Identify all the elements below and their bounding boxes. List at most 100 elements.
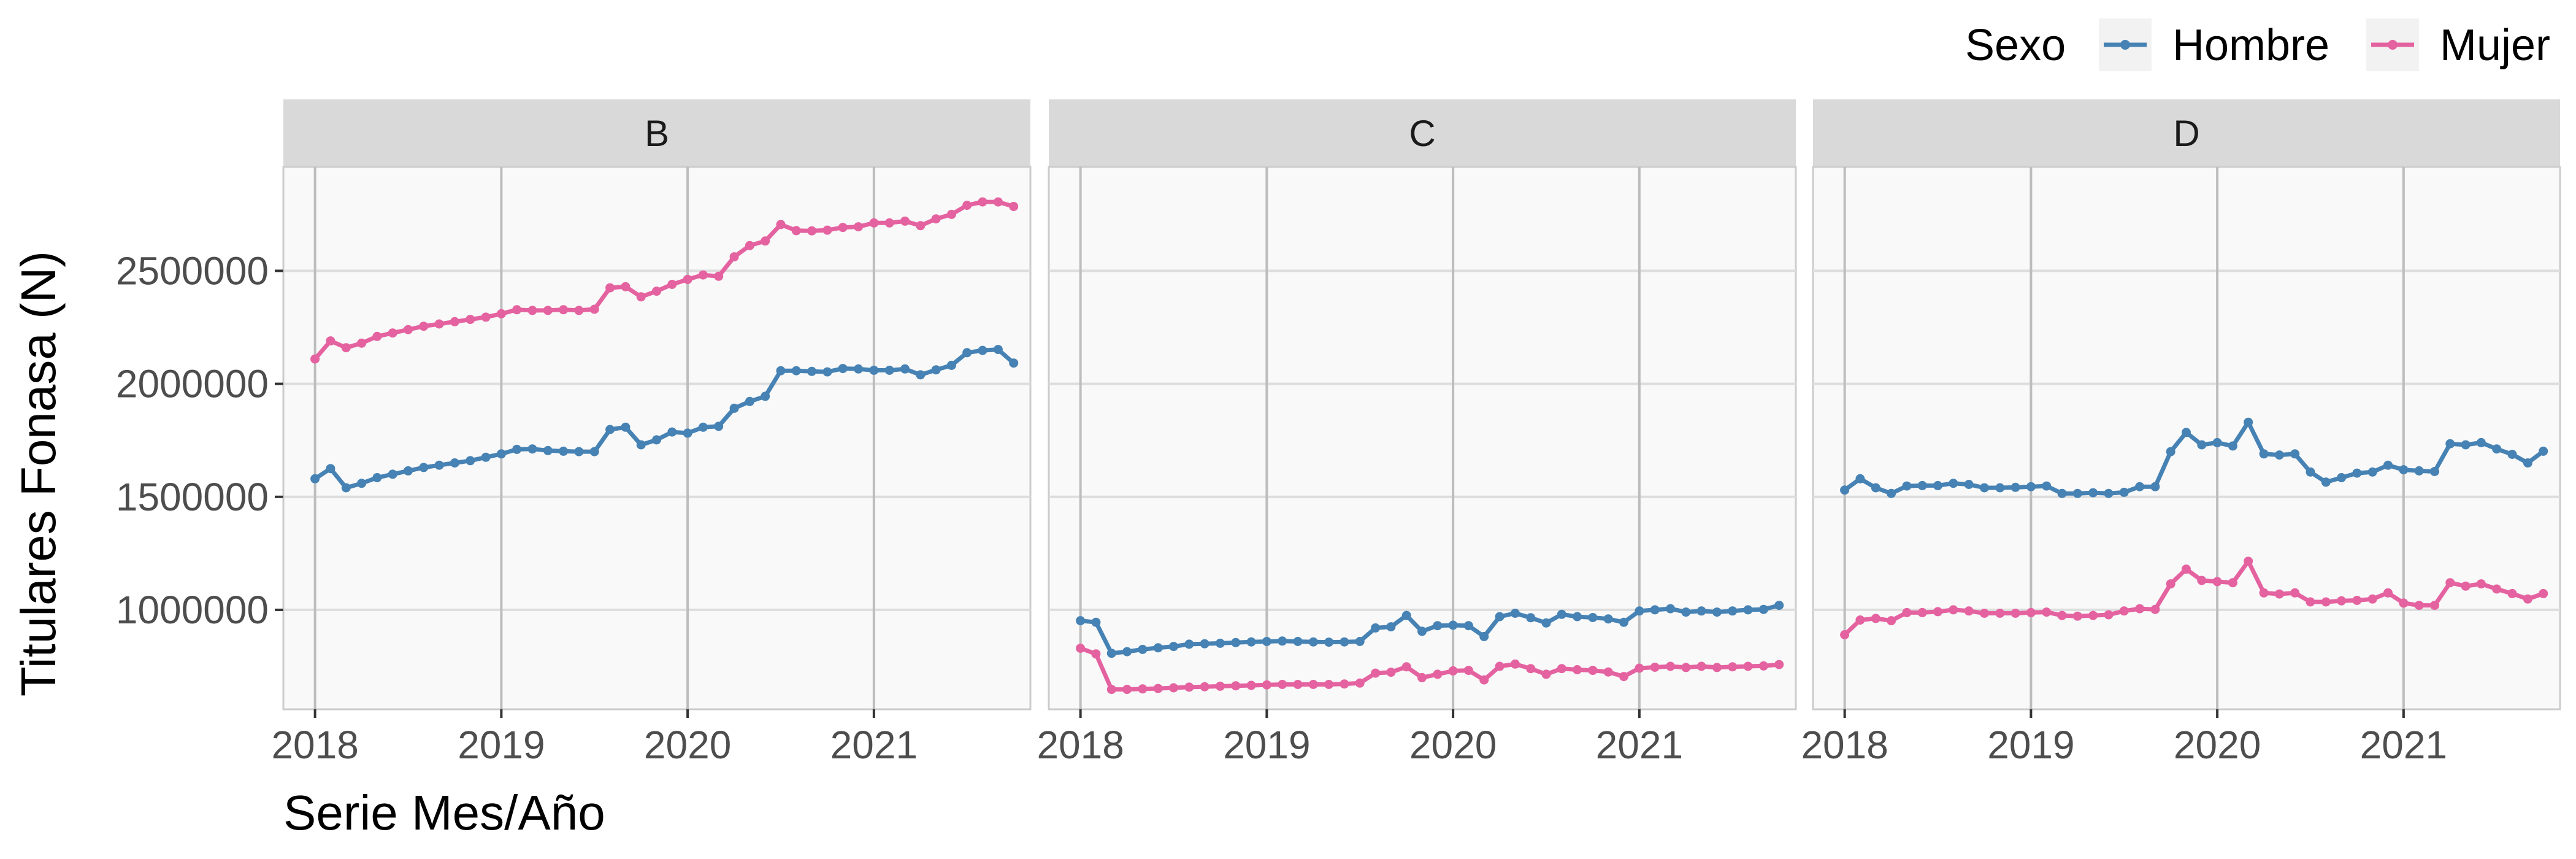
panel-b-xtick-label-3: 2021 [830, 723, 918, 767]
panel-d-series-hombre-point-20 [2150, 482, 2160, 491]
panel-d-series-mujer-point-39 [2445, 578, 2455, 588]
panel-b-series-hombre-point-11 [481, 452, 491, 462]
x-axis-title: Serie Mes/Año [283, 785, 605, 840]
panel-c-series-mujer-point-26 [1479, 675, 1489, 685]
legend-entry-mujer: Mujer [2440, 21, 2550, 70]
panel-d-series-mujer-point-18 [2119, 606, 2129, 616]
panel-b-series-mujer-point-20 [621, 282, 631, 291]
ytick-label-1: 1500000 [116, 475, 269, 519]
panel-d-series-mujer-point-36 [2399, 598, 2409, 608]
panel-d-series-mujer-point-2 [1871, 614, 1880, 623]
panel-c-series-mujer-point-40 [1696, 661, 1706, 671]
legend-key-mujer [2366, 18, 2419, 71]
panel-b-series-mujer-point-5 [388, 328, 397, 338]
panel-b-series-hombre-points [310, 345, 1019, 493]
panel-d-series-mujer-point-27 [2259, 588, 2269, 598]
panel-c-series-mujer-point-22 [1417, 672, 1427, 682]
panel-d-series-mujer-point-15 [2072, 611, 2082, 621]
panel-c-series-hombre-point-6 [1169, 642, 1178, 652]
legend-title: Sexo [1965, 21, 2066, 70]
panel-d-series-mujer-point-26 [2244, 557, 2253, 566]
panel-d-series-hombre-point-21 [2166, 447, 2175, 456]
panel-b-series-hombre-point-37 [884, 366, 894, 375]
panel-d-xtick-label-0: 2018 [1801, 723, 1888, 767]
panel-d-series-hombre-point-27 [2259, 449, 2269, 459]
panel-c-strip [1049, 99, 1796, 167]
panel-d-series-mujer-point-9 [1979, 609, 1989, 618]
panel-b-series-mujer-point-14 [527, 306, 537, 315]
panel-b-series-mujer-point-42 [962, 201, 972, 210]
panel-b-series-hombre-point-29 [761, 391, 770, 401]
panel-b-series-mujer-point-11 [481, 312, 491, 322]
panel-d-series-hombre-point-16 [2088, 488, 2098, 498]
panel-c-series-mujer-point-14 [1293, 680, 1303, 689]
panel-c-series-hombre-point-27 [1495, 612, 1505, 622]
panel-c-series-hombre-point-37 [1650, 605, 1660, 615]
panel-d-series-mujer-point-12 [2026, 607, 2036, 617]
panel-b-series-hombre-point-23 [667, 427, 677, 437]
panel-b-series-mujer-point-8 [434, 319, 444, 329]
panel-c-background [1048, 166, 1797, 711]
panel-c-series-mujer-line [1079, 646, 1780, 692]
panel-d-series-mujer-point-30 [2306, 597, 2315, 607]
panel-d-series-mujer-point-44 [2523, 594, 2532, 604]
panel-b-series-hombre-point-19 [605, 425, 615, 434]
panel-d-series-mujer-line [1843, 559, 2544, 637]
panel-b-series-mujer-point-29 [761, 236, 770, 246]
panel-b-series-mujer-point-41 [946, 209, 956, 219]
panel-c-series-mujer-point-9 [1215, 681, 1225, 691]
panel-d-series-mujer-point-11 [2011, 609, 2020, 618]
panel-c-series-hombre-point-38 [1666, 604, 1675, 614]
panel-b-xtick-label-1: 2019 [458, 723, 545, 767]
panel-c-series-mujer-point-41 [1712, 663, 1722, 672]
panel-c-series-mujer-point-45 [1774, 660, 1784, 669]
panel-c-series-hombre-point-22 [1417, 626, 1427, 636]
panel-d-series-hombre-point-15 [2072, 488, 2082, 498]
panel-d-strip [1813, 99, 2560, 167]
panel-c-series-hombre-point-35 [1619, 617, 1628, 627]
panel-c-series-mujer-point-13 [1278, 680, 1287, 689]
panel-b-series-mujer-point-43 [978, 197, 987, 207]
panel-c-series-mujer-point-21 [1401, 662, 1411, 672]
panel-d-series-mujer-point-29 [2290, 588, 2300, 598]
panel-c-series-mujer-point-18 [1355, 678, 1365, 688]
panel-b-series-hombre-point-31 [791, 366, 801, 376]
panel-d-series-hombre-point-24 [2212, 437, 2222, 447]
panel-d-series-hombre-points [1840, 417, 2548, 498]
panel-d-series-mujer-point-40 [2461, 581, 2471, 591]
panel-b-series-hombre-point-41 [946, 360, 956, 370]
panel-b-series-hombre-point-28 [745, 396, 754, 406]
panel-d-series-hombre-point-29 [2290, 449, 2300, 459]
panel-d-series-mujer-point-16 [2088, 611, 2098, 620]
panel-d-series-mujer-point-14 [2057, 611, 2067, 620]
panel-c-xtick-label-1: 2019 [1223, 723, 1310, 767]
panel-c-series-hombre-point-29 [1526, 613, 1536, 623]
panel-c-series-mujer-point-1 [1091, 649, 1101, 659]
panel-d-series-mujer-point-38 [2430, 601, 2439, 611]
panel-d: D 2018 2019 2020 2021 [1801, 99, 2561, 767]
panel-d-series-hombre-point-17 [2104, 488, 2114, 498]
panel-c-series-mujer-point-23 [1433, 669, 1443, 679]
panel-d-series-mujer-point-34 [2367, 594, 2377, 604]
panel-d-series-mujer-point-31 [2321, 597, 2331, 607]
panel-b-series-mujer-point-40 [931, 214, 941, 224]
panel-d-series-mujer-point-7 [1949, 605, 1958, 615]
panel-b-series-mujer-point-12 [496, 309, 506, 318]
panel-d-series-hombre-point-12 [2026, 482, 2036, 491]
panel-c-series-hombre-point-13 [1278, 636, 1287, 646]
panel-c-series-hombre-point-30 [1541, 618, 1551, 628]
panel-d-series-hombre-point-7 [1949, 479, 1958, 488]
panel-c-series-hombre-point-14 [1293, 637, 1303, 646]
panel-b-series-hombre-point-1 [326, 464, 335, 474]
panel-c-series-mujer-point-39 [1681, 663, 1691, 672]
panel-c-series-mujer-point-35 [1619, 672, 1628, 682]
panel-c-series-hombre-point-28 [1510, 609, 1520, 618]
panel-c-series-hombre-point-20 [1386, 622, 1396, 632]
panel-d-series-hombre-line [1843, 420, 2545, 496]
panel-d-series-mujer-point-24 [2212, 577, 2222, 587]
panel-b-series-hombre-point-27 [729, 403, 739, 413]
panel-d-series-mujer-point-1 [1855, 615, 1865, 625]
panel-c-series-mujer-point-29 [1526, 664, 1536, 674]
panel-b-series-mujer-point-24 [683, 274, 692, 284]
panel-b-series-mujer-line [313, 199, 1014, 361]
